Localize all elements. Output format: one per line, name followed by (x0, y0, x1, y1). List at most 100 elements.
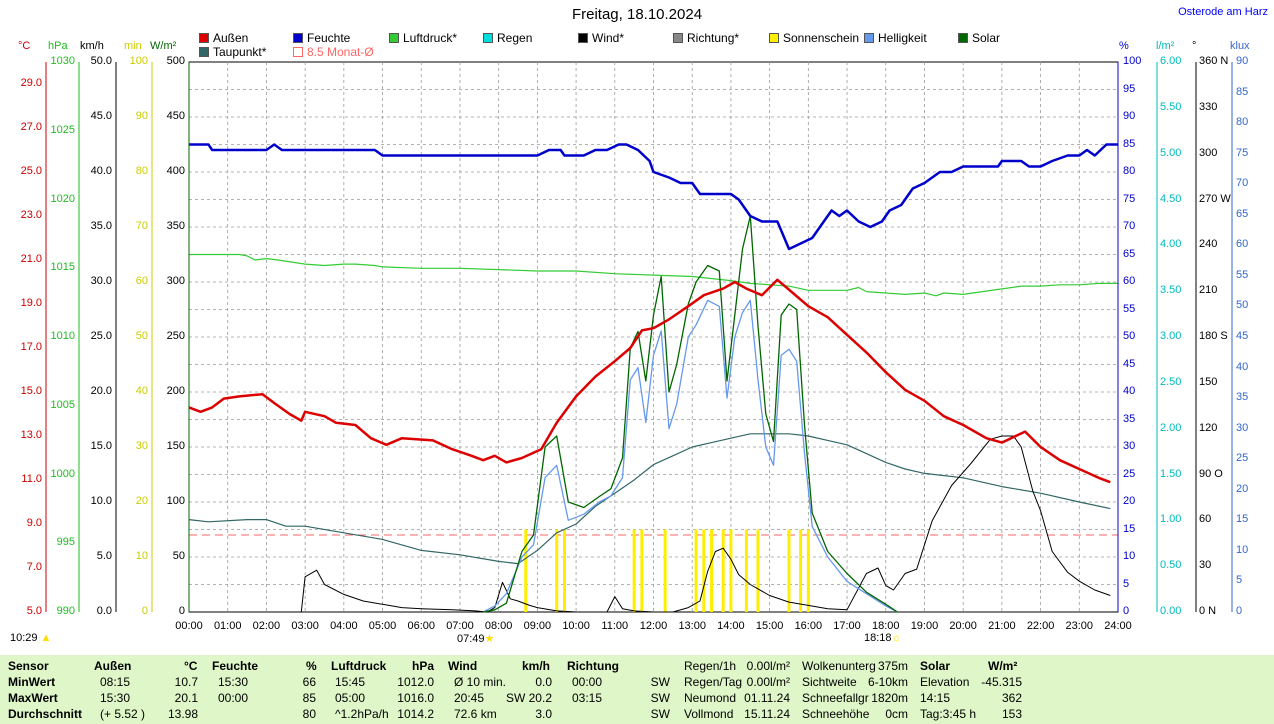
tick-lm2: 0.00 (1160, 605, 1182, 617)
legend-label: Sonnenschein (783, 31, 860, 45)
tick-pct: 5 (1123, 577, 1130, 590)
legend-swatch-icon (293, 33, 303, 43)
stats-aussen-value: 10.7 (174, 675, 198, 689)
stats-header-sensor: Sensor (8, 659, 49, 673)
tick-klux: 65 (1236, 207, 1249, 220)
tick-x: 11:00 (601, 620, 629, 632)
tick-lm2: 2.00 (1160, 421, 1182, 434)
tick-kmh: 20.0 (90, 385, 112, 397)
legend-item: Helligkeit (864, 31, 927, 45)
stats-extra-value: 6-10km (867, 675, 908, 689)
tick-x: 01:00 (213, 620, 242, 632)
tick-pct: 95 (1123, 82, 1136, 95)
axis-time-label: 10:29 ▲ (10, 632, 52, 644)
legend-label: Luftdruck* (403, 31, 458, 45)
tick-lm2: 1.50 (1160, 467, 1182, 480)
legend-item: Taupunkt* (199, 45, 266, 59)
tick-temp: 27.0 (20, 121, 42, 133)
tick-x: 19:00 (910, 620, 939, 632)
stats-wind-time: Ø 10 min. (454, 675, 507, 689)
tick-x: 15:00 (755, 620, 784, 632)
sunshine-bar (555, 529, 559, 612)
tick-hpa: 1005 (50, 398, 75, 411)
solar-row-value: -45.315 (981, 675, 1022, 689)
tick-kmh: 35.0 (90, 220, 112, 232)
tick-lm2: 2.50 (1160, 375, 1182, 388)
series-line-feuchte (189, 143, 1118, 251)
legend-swatch-icon (293, 47, 303, 57)
legend-swatch-icon (199, 33, 209, 43)
tick-temp: 9.0 (26, 517, 42, 529)
tick-wm2: 150 (166, 440, 185, 452)
tick-klux: 5 (1236, 574, 1243, 587)
tick-temp: 5.0 (26, 605, 42, 617)
stats-extra-value: 1820m (871, 691, 908, 705)
legend-item: Sonnenschein (769, 31, 859, 45)
tick-lm2: 5.00 (1160, 146, 1182, 159)
legend-label: Wind* (592, 31, 625, 45)
tick-klux: 90 (1236, 55, 1249, 67)
tick-min: 80 (135, 165, 148, 177)
stats-row-label: MaxWert (8, 691, 58, 705)
tick-hpa: 1000 (50, 467, 75, 480)
tick-hpa: 1015 (50, 261, 75, 274)
tick-wm2: 350 (166, 220, 185, 232)
tick-pct: 30 (1123, 440, 1136, 452)
solar-row-key: Elevation (920, 675, 970, 689)
sunshine-bar (744, 529, 748, 612)
chart-title: Freitag, 18.10.2024 (571, 6, 703, 23)
tick-klux: 70 (1236, 177, 1249, 190)
tick-klux: 20 (1236, 482, 1249, 495)
tick-klux: 40 (1236, 360, 1249, 373)
tick-pct: 100 (1123, 55, 1142, 67)
tick-lm2: 5.50 (1160, 100, 1182, 113)
tick-pct: 90 (1123, 110, 1136, 122)
stats-luftdruck-time: ^1.2hPa/h (335, 707, 389, 721)
sunshine-bar (640, 529, 644, 612)
tick-temp: 15.0 (20, 385, 42, 397)
tick-deg: 240 (1199, 238, 1218, 251)
sunrise-label: 07:49★ (457, 633, 495, 645)
stats-feuchte-value: 66 (302, 675, 316, 689)
stats-richtung-value: SW (650, 691, 670, 705)
legend-item: Wind* (578, 31, 624, 45)
stats-header-richtung: Richtung (567, 659, 619, 673)
tick-klux: 25 (1236, 452, 1249, 465)
tick-pct: 35 (1123, 412, 1136, 425)
sunshine-bar (806, 529, 810, 612)
legend-swatch-icon (958, 33, 968, 43)
stats-header-wind: Wind (448, 659, 478, 673)
stats-extra-key: Regen/1h (684, 659, 737, 673)
solar-row-key: 14:15 (920, 691, 951, 705)
stats-richtung-value: SW (650, 707, 670, 721)
tick-klux: 10 (1236, 543, 1249, 556)
stats-aussen-time: 15:30 (100, 691, 131, 705)
stats-extra-value: 0.00l/m² (746, 675, 790, 689)
unit-label-kmh: km/h (80, 40, 104, 52)
tick-temp: 13.0 (20, 429, 42, 441)
tick-klux: 60 (1236, 238, 1249, 251)
weather-chart (45, 61, 1233, 613)
tick-pct: 85 (1123, 137, 1136, 150)
tick-x: 12:00 (639, 620, 668, 632)
stats-header-feuchte: Feuchte (212, 659, 259, 673)
stats-extra-value: 15.11.24 (744, 707, 790, 721)
legend-swatch-icon (864, 33, 874, 43)
tick-klux: 75 (1236, 146, 1249, 159)
sunshine-bar (524, 529, 528, 612)
legend-swatch-icon (578, 33, 588, 43)
tick-x: 06:00 (407, 620, 436, 632)
tick-wm2: 500 (166, 55, 185, 67)
tick-wm2: 300 (166, 275, 185, 287)
stats-richtung-value: SW (650, 675, 670, 689)
tick-pct: 15 (1123, 522, 1136, 535)
station-location: Osterode am Harz (1178, 6, 1268, 18)
tick-deg: 90 O (1199, 467, 1223, 480)
tick-x: 04:00 (330, 620, 358, 632)
legend-item: Luftdruck* (389, 31, 457, 45)
series-lines (188, 143, 1118, 613)
legend-label: 8.5 Monat-Ø (307, 45, 374, 59)
axis-lines (45, 62, 1233, 612)
legend-label: Helligkeit (878, 31, 927, 45)
tick-kmh: 40.0 (90, 165, 112, 177)
